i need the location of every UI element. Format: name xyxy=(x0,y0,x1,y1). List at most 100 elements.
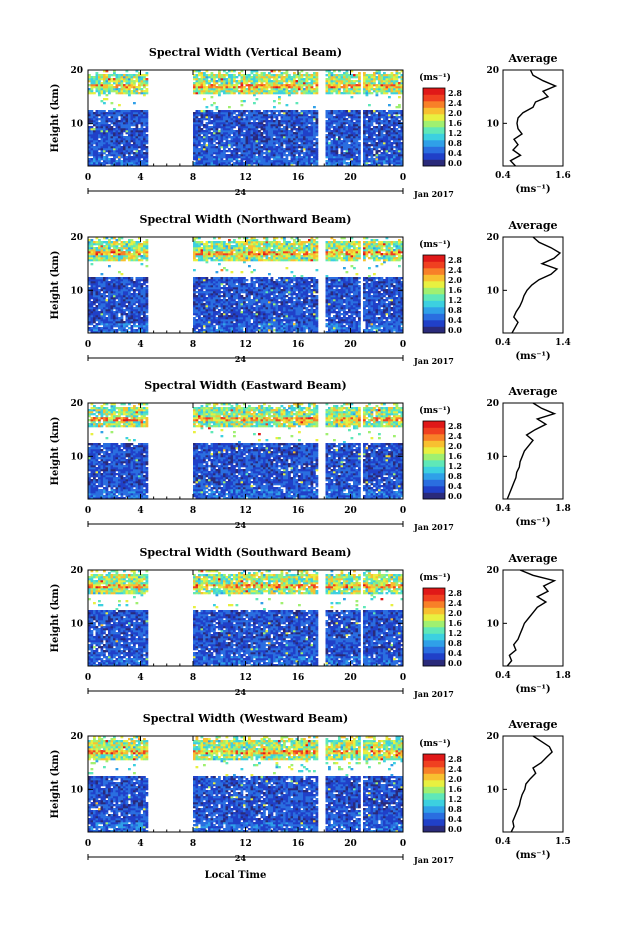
heatmap-cell xyxy=(101,76,104,78)
heatmap-cell xyxy=(138,138,141,140)
heatmap-cell xyxy=(341,80,344,82)
heatmap-cell xyxy=(218,134,221,136)
heatmap-cell xyxy=(206,146,209,148)
heatmap-cell xyxy=(286,112,289,114)
heatmap-cell xyxy=(363,148,366,150)
heatmap-cell xyxy=(391,86,394,88)
heatmap-cell xyxy=(116,88,119,90)
heatmap-cell xyxy=(136,162,139,164)
heatmap-cell xyxy=(338,88,341,90)
heatmap-cell xyxy=(108,277,111,279)
heatmap-cell xyxy=(106,136,109,138)
heatmap-cell xyxy=(193,82,196,84)
heatmap-cell xyxy=(271,150,274,152)
heatmap-cell xyxy=(291,156,294,158)
heatmap-cell xyxy=(356,144,359,146)
heatmap-cell xyxy=(288,120,291,122)
heatmap-cell xyxy=(393,126,396,128)
heatmap-cell xyxy=(91,136,94,138)
heatmap-cell xyxy=(338,126,341,128)
heatmap-cell xyxy=(103,327,106,329)
heatmap-cell xyxy=(126,136,129,138)
heatmap-cell xyxy=(146,255,149,257)
heatmap-cell xyxy=(233,158,236,160)
heatmap-cell xyxy=(316,114,319,116)
heatmap-cell xyxy=(381,116,384,118)
heatmap-cell xyxy=(358,138,361,140)
heatmap-cell xyxy=(393,124,396,126)
heatmap-cell xyxy=(141,88,144,90)
heatmap-cell xyxy=(143,325,146,327)
heatmap-cell xyxy=(206,118,209,120)
heatmap-cell xyxy=(341,152,344,154)
heatmap-cell xyxy=(121,251,124,253)
heatmap-cell xyxy=(231,142,234,144)
heatmap-cell xyxy=(118,120,121,122)
heatmap-cell xyxy=(371,138,374,140)
heatmap-cell xyxy=(121,82,124,84)
heatmap-cell xyxy=(116,82,119,84)
heatmap-cell xyxy=(326,156,329,158)
heatmap-cell xyxy=(91,315,94,317)
heatmap-cell xyxy=(293,86,296,88)
heatmap-cell xyxy=(246,116,249,118)
heatmap-cell xyxy=(201,277,204,279)
heatmap-cell xyxy=(228,140,231,142)
heatmap-cell xyxy=(388,76,391,78)
heatmap-cell xyxy=(316,110,319,112)
heatmap-cell xyxy=(108,112,111,114)
heatmap-cell xyxy=(241,110,244,112)
heatmap-cell xyxy=(193,253,196,255)
heatmap-cell xyxy=(143,251,146,253)
heatmap-cell xyxy=(96,291,99,293)
heatmap-cell xyxy=(221,140,224,142)
heatmap-cell xyxy=(293,72,296,74)
heatmap-cell xyxy=(196,255,199,257)
heatmap-cell xyxy=(128,309,131,311)
heatmap-cell xyxy=(216,158,219,160)
heatmap-cell xyxy=(113,313,116,315)
heatmap-cell xyxy=(213,126,216,128)
heatmap-cell xyxy=(121,130,124,132)
heatmap-cell xyxy=(213,138,216,140)
heatmap-cell xyxy=(333,158,336,160)
heatmap-cell xyxy=(333,128,336,130)
heatmap-cell xyxy=(126,323,129,325)
heatmap-cell xyxy=(101,273,104,275)
heatmap-cell xyxy=(331,126,334,128)
heatmap-cell xyxy=(106,291,109,293)
heatmap-cell xyxy=(398,88,401,90)
heatmap-cell xyxy=(108,299,111,301)
heatmap-cell xyxy=(103,88,106,90)
heatmap-cell xyxy=(143,317,146,319)
heatmap-cell xyxy=(201,321,204,323)
heatmap-cell xyxy=(116,132,119,134)
heatmap-cell xyxy=(106,319,109,321)
heatmap-cell xyxy=(338,80,341,82)
heatmap-cell xyxy=(366,144,369,146)
heatmap-cell xyxy=(291,162,294,164)
heatmap-cell xyxy=(268,84,271,86)
heatmap-cell xyxy=(101,116,104,118)
heatmap-cell xyxy=(311,146,314,148)
heatmap-cell xyxy=(136,255,139,257)
heatmap-cell xyxy=(133,315,136,317)
heatmap-cell xyxy=(253,138,256,140)
heatmap-cell xyxy=(126,307,129,309)
heatmap-cell xyxy=(308,112,311,114)
y-axis-label: Height (km) xyxy=(50,84,61,153)
heatmap-cell xyxy=(141,112,144,114)
heatmap-cell xyxy=(248,132,251,134)
heatmap-cell xyxy=(326,126,329,128)
heatmap-cell xyxy=(206,80,209,82)
heatmap-cell xyxy=(373,74,376,76)
heatmap-cell xyxy=(216,90,219,92)
heatmap-cell xyxy=(303,132,306,134)
heatmap-cell xyxy=(201,150,204,152)
heatmap-cell xyxy=(263,120,266,122)
heatmap-cell xyxy=(383,130,386,132)
heatmap-cell xyxy=(308,142,311,144)
heatmap-cell xyxy=(118,299,121,301)
heatmap-cell xyxy=(121,283,124,285)
heatmap-cell xyxy=(198,257,201,259)
